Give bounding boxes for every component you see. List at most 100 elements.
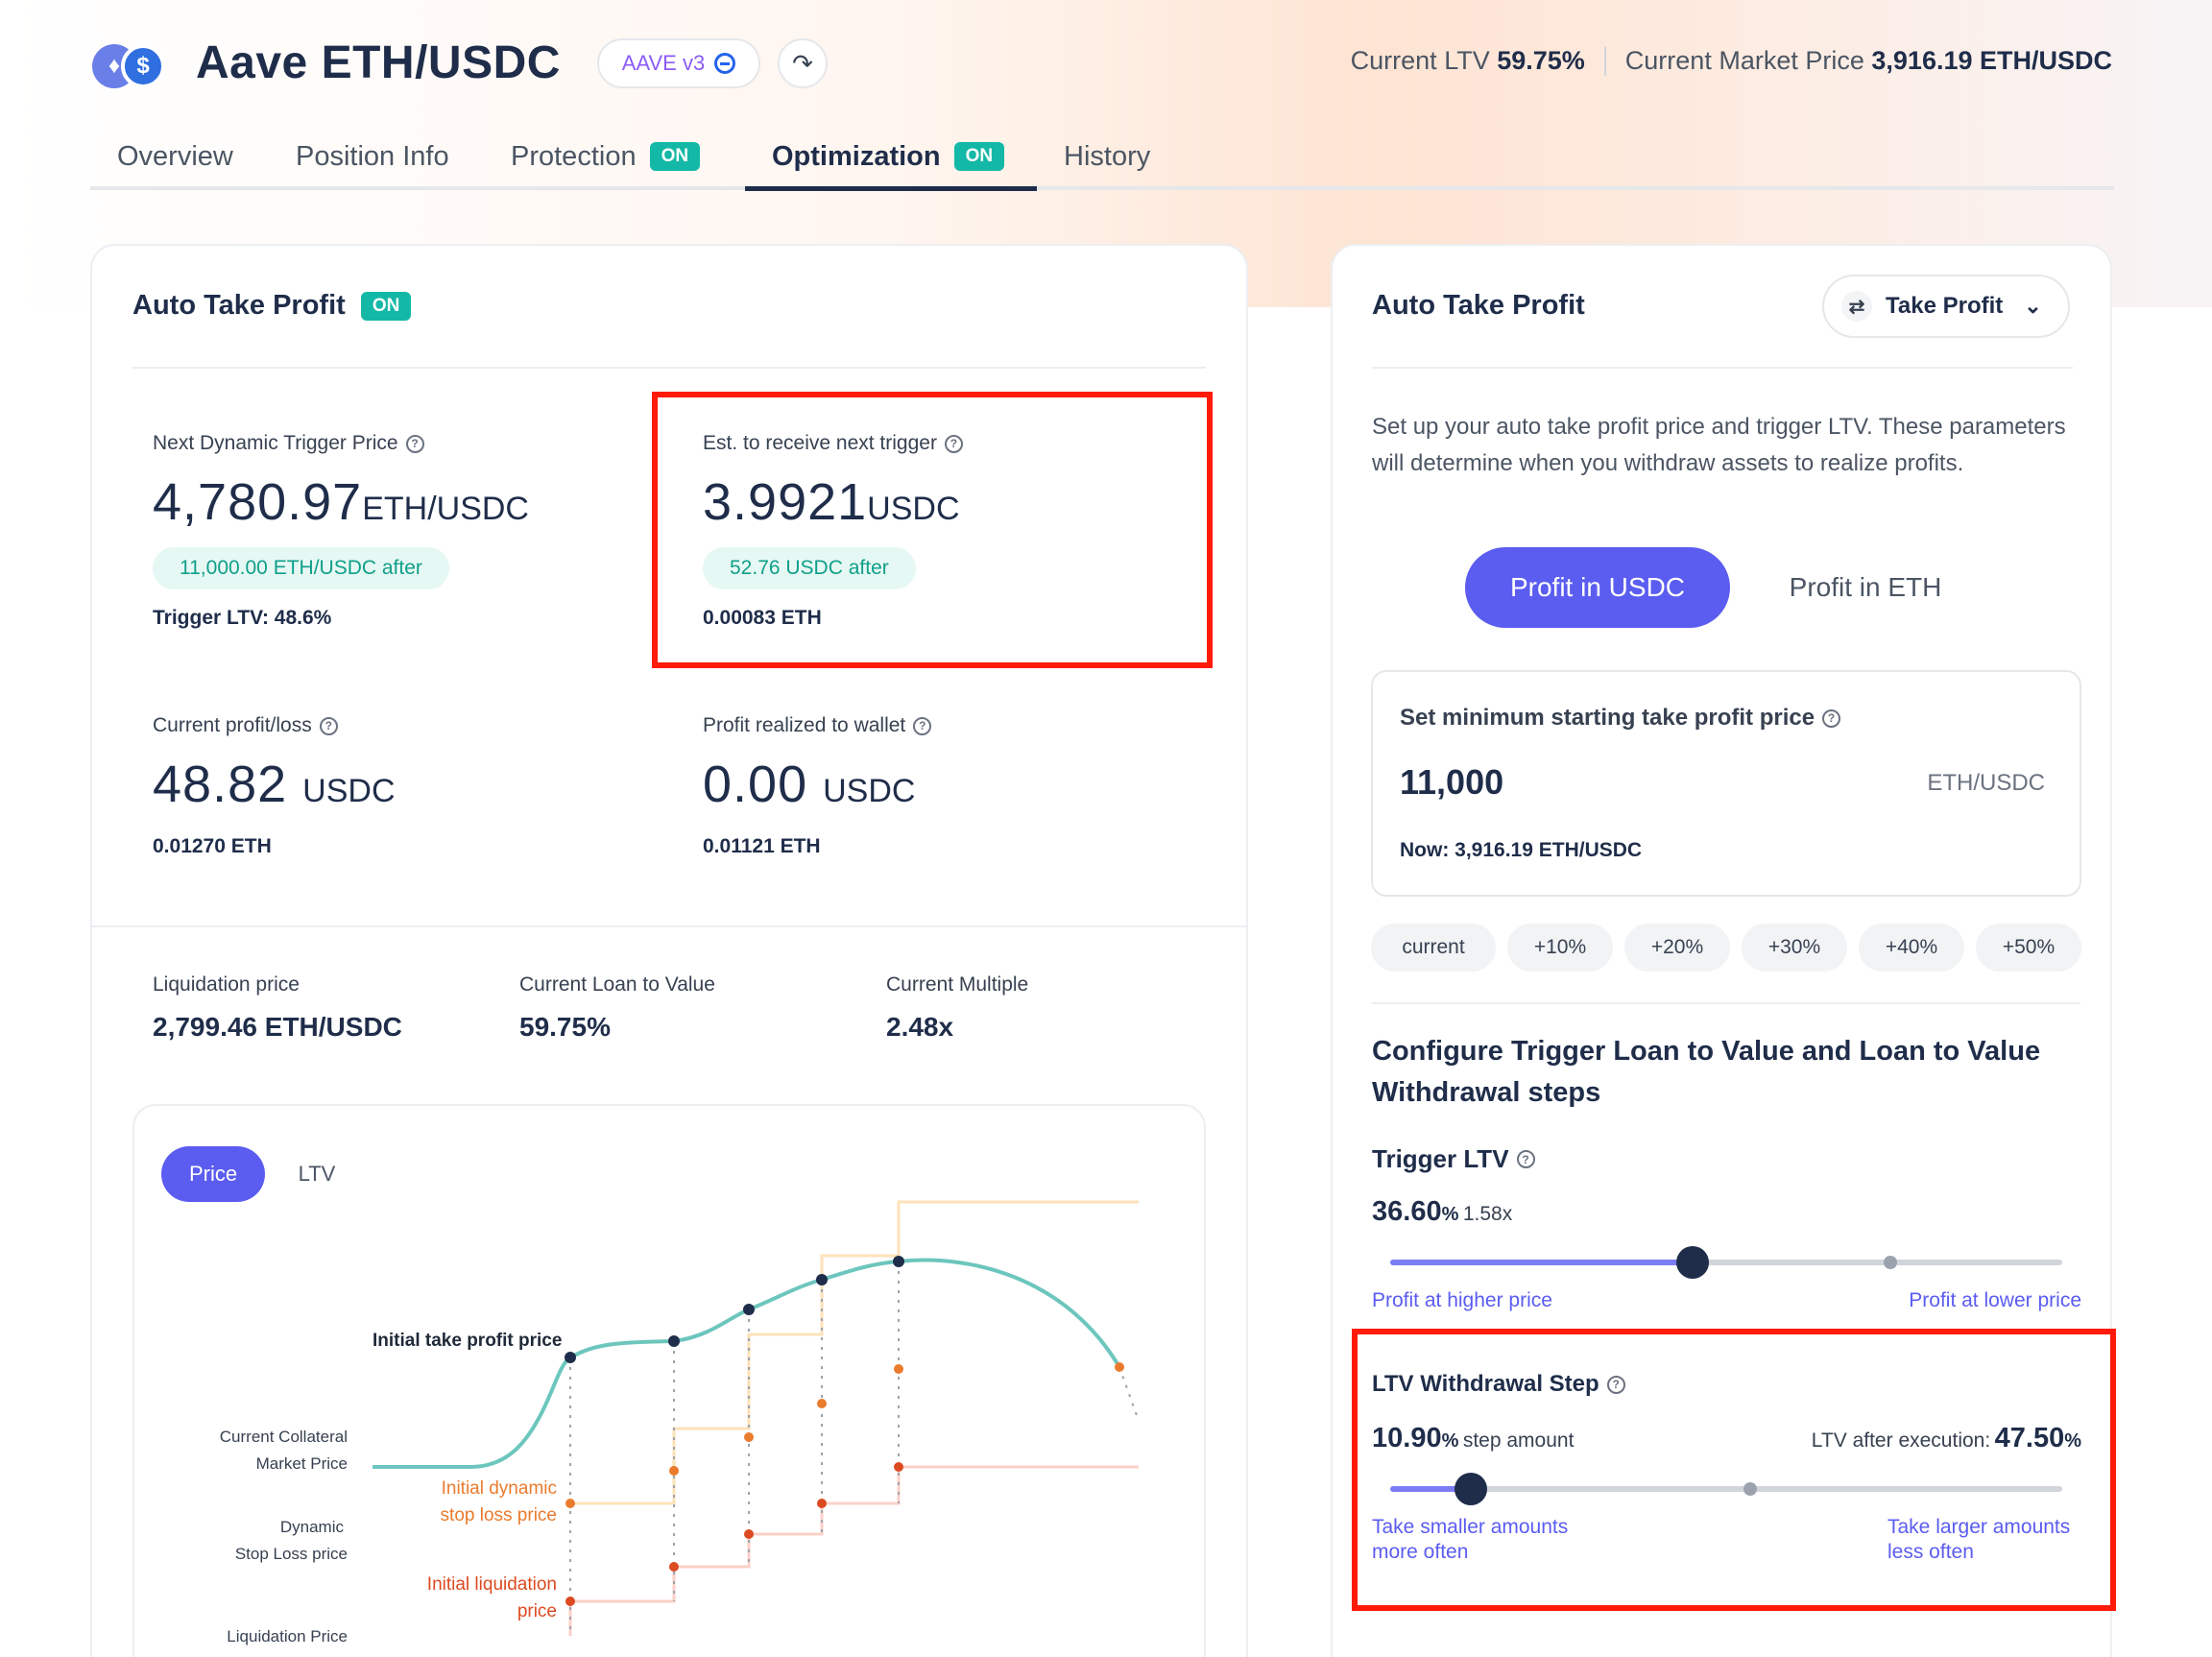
usdc-icon: $: [136, 53, 150, 79]
label-initial-take-profit: Initial take profit price: [373, 1331, 562, 1351]
tab-history[interactable]: History: [1064, 140, 1151, 172]
active-tab-underline: [745, 186, 1037, 191]
help-icon[interactable]: ?: [1606, 1375, 1625, 1394]
withdrawal-step-readout: 10.90% step amount: [1372, 1423, 1575, 1453]
trigger-ltv-knob[interactable]: [1676, 1246, 1709, 1279]
tab-protection[interactable]: Protection ON: [511, 123, 701, 190]
help-icon[interactable]: ?: [1516, 1150, 1535, 1168]
withdrawal-step-knob[interactable]: [1455, 1473, 1487, 1505]
est-receive-value: 3.9921: [703, 473, 868, 531]
label-init-liq-2: price: [517, 1601, 557, 1621]
share-button[interactable]: ↷: [778, 38, 828, 88]
eth-usdc-logo: ♦ $: [92, 38, 169, 92]
configure-title: Configure Trigger Loan to Value and Loan…: [1372, 1036, 2041, 1108]
label-dyn-stop-1: Initial dynamic: [442, 1478, 557, 1499]
chevron-down-icon: ⌄: [2024, 294, 2042, 318]
tab-position-info[interactable]: Position Info: [296, 140, 449, 172]
slider-marker: [1743, 1482, 1757, 1496]
realized-eth: 0.01121 ETH: [703, 835, 821, 857]
settings-description: Set up your auto take profit price and t…: [1372, 414, 2066, 476]
trigger-ltv-label: Trigger LTV?: [1372, 1144, 1535, 1174]
protocol-badge[interactable]: AAVE v3: [597, 38, 760, 88]
highlight-est-receive: [652, 392, 1213, 668]
help-icon[interactable]: ?: [405, 434, 424, 453]
label-liq-price: Liquidation Price: [227, 1627, 348, 1645]
label-collateral-1: Current Collateral: [220, 1428, 348, 1446]
chip-plus-20[interactable]: +20%: [1624, 924, 1730, 972]
next-trigger-block: Next Dynamic Trigger Price? 4,780.97ETH/…: [153, 432, 529, 629]
help-icon[interactable]: ?: [1822, 708, 1841, 728]
hint-smaller-amounts: Take smaller amounts more often: [1372, 1516, 1569, 1563]
min-price-label: Set minimum starting take profit price?: [1400, 705, 1841, 732]
swap-icon: ⇄: [1841, 291, 1872, 322]
summary-on-badge: ON: [360, 291, 412, 321]
chip-current[interactable]: current: [1371, 924, 1496, 972]
protocol-label: AAVE v3: [621, 51, 706, 75]
ltv-after-value: 47.50: [1994, 1423, 2065, 1453]
aave-ghost-icon: [714, 53, 736, 74]
hint-lower-price: Profit at lower price: [1909, 1289, 2081, 1311]
min-price-unit: ETH/USDC: [1927, 770, 2045, 796]
chip-plus-10[interactable]: +10%: [1507, 924, 1613, 972]
withdrawal-step-slider[interactable]: [1390, 1473, 2062, 1505]
profit-loss-block: Current profit/loss? 48.82 USDC 0.01270 …: [153, 714, 396, 857]
realized-unit: USDC: [823, 773, 916, 809]
eth-icon: ♦: [108, 53, 121, 79]
page-title: Aave ETH/USDC: [196, 37, 561, 88]
withdrawal-step-label: LTV Withdrawal Step?: [1372, 1371, 1625, 1398]
profit-loss-unit: USDC: [302, 773, 396, 809]
chip-plus-40[interactable]: +40%: [1859, 924, 1964, 972]
hint-higher-price: Profit at higher price: [1372, 1289, 1552, 1311]
take-profit-selector-label: Take Profit: [1886, 293, 2004, 319]
tab-bar: Overview Position Info Protection ON Opti…: [90, 123, 2114, 191]
price-preset-chips: current +10% +20% +30% +40% +50%: [1371, 924, 2081, 972]
label-dyn-stop-2: stop loss price: [441, 1505, 557, 1525]
optimization-on-badge: ON: [953, 142, 1005, 171]
profit-loss-value: 48.82: [153, 756, 288, 813]
profit-realized-block: Profit realized to wallet? 0.00 USDC 0.0…: [703, 714, 932, 858]
chip-plus-30[interactable]: +30%: [1742, 924, 1847, 972]
metric-current-multiple: Current Multiple 2.48x: [886, 973, 1029, 1042]
liquidation-steps: [568, 1465, 1139, 1636]
take-profit-selector[interactable]: ⇄ Take Profit ⌄: [1822, 275, 2070, 338]
stop-loss-points: [565, 1362, 1124, 1508]
chart-tab-ltv[interactable]: LTV: [298, 1162, 336, 1186]
metric-liquidation-price: Liquidation price 2,799.46 ETH/USDC: [153, 973, 402, 1042]
hint-larger-amounts: Take larger amounts less often: [1887, 1516, 2071, 1563]
est-receive-eth: 0.00083 ETH: [703, 607, 822, 629]
chip-plus-50[interactable]: +50%: [1976, 924, 2081, 972]
trigger-guides: [569, 1261, 1140, 1636]
label-dynamic-2: Stop Loss price: [235, 1545, 348, 1563]
trigger-ltv-readout: 36.60% 1.58x: [1372, 1196, 1513, 1227]
current-market-price: Current Market Price 3,916.19 ETH/USDC: [1624, 46, 2112, 75]
est-receive-block: Est. to receive next trigger? 3.9921USDC…: [703, 432, 963, 630]
chart-tab-price[interactable]: Price: [161, 1146, 265, 1202]
dynamic-stop-loss-steps: [570, 1200, 1139, 1505]
min-price-now: Now: 3,916.19 ETH/USDC: [1400, 839, 1643, 861]
settings-divider: [1372, 367, 2073, 369]
est-receive-after: 52.76 USDC after: [703, 547, 916, 589]
trigger-ltv-multiple: 1.58x: [1462, 1203, 1513, 1225]
ltv-after-execution: LTV after execution: 47.50%: [1811, 1423, 2081, 1453]
min-take-profit-box: [1371, 670, 2081, 897]
help-icon[interactable]: ?: [944, 434, 963, 453]
help-icon[interactable]: ?: [319, 716, 338, 735]
slider-marker: [1884, 1256, 1897, 1269]
tab-overview[interactable]: Overview: [117, 140, 233, 172]
help-icon[interactable]: ?: [913, 716, 932, 735]
metrics-divider: [92, 925, 1246, 927]
min-price-input[interactable]: 11,000 ETH/USDC: [1400, 762, 2053, 810]
profit-in-usdc-button[interactable]: Profit in USDC: [1465, 547, 1730, 628]
settings-card-title: Auto Take Profit: [1372, 290, 1585, 321]
min-price-value: 11,000: [1400, 762, 1504, 802]
summary-divider: [132, 367, 1206, 369]
trigger-ltv-slider[interactable]: [1390, 1246, 2062, 1279]
auto-take-profit-summary-card: [90, 244, 1248, 1657]
profit-loss-eth: 0.01270 ETH: [153, 835, 272, 857]
profit-in-eth-button[interactable]: Profit in ETH: [1789, 572, 1942, 602]
header-divider: [1603, 46, 1606, 76]
metric-current-ltv: Current Loan to Value 59.75%: [519, 973, 715, 1042]
est-receive-unit: USDC: [867, 491, 960, 527]
tab-optimization[interactable]: Optimization ON: [772, 123, 1005, 190]
